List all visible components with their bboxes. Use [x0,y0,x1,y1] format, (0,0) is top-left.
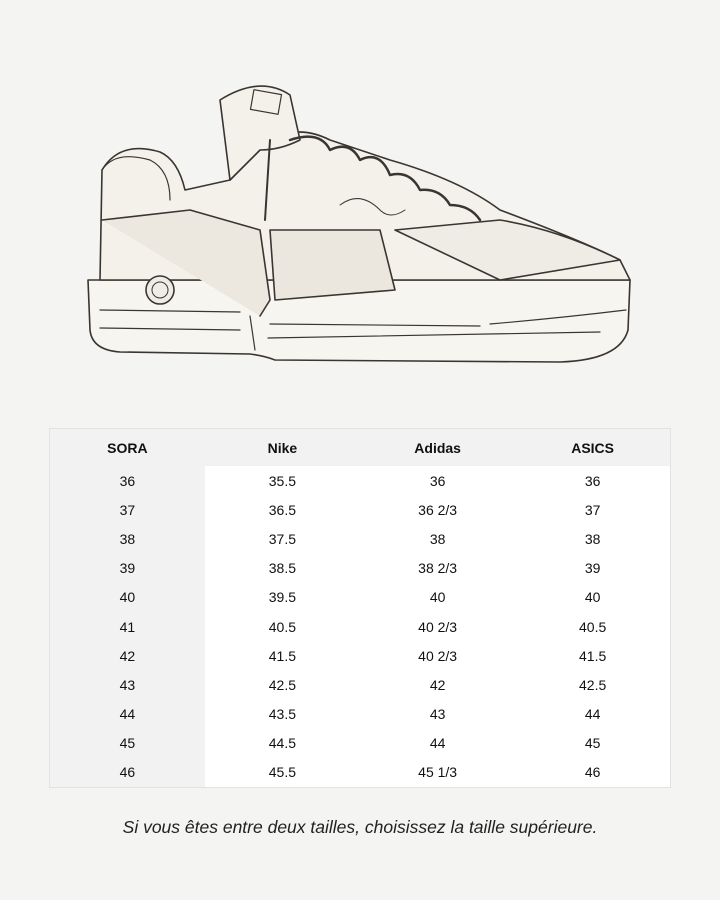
table-cell: 36 [429,472,446,489]
table-cell: 39 [584,560,601,577]
table-cell: 42 [429,676,446,693]
table-cell: 36 [49,466,205,496]
table-cell: 46 [49,757,205,788]
table-cell: 43.5 [268,706,296,723]
table-cell: 42 [49,641,205,671]
table-cell: 40 2/3 [418,618,458,635]
table-header-row: SORA Nike Adidas ASICS [49,428,671,466]
table-cell: 37 [584,501,601,518]
table-cell: 41.5 [268,647,296,664]
table-cell: 42.5 [579,676,607,693]
sizing-note: Si vous êtes entre deux tailles, choisis… [122,817,598,837]
table-cell: 45 1/3 [418,764,458,781]
table-row: 36 35.5 36 36 [49,466,671,496]
table-cell: 38 [584,530,601,547]
table-cell: 40 [584,589,601,606]
sneaker-sole [87,279,631,363]
table-row: 45 44.5 44 45 [49,728,671,758]
table-cell: 44 [429,735,446,752]
table-row: 39 38.5 38 2/3 39 [49,553,671,583]
table-cell: 41 [49,611,205,642]
table-row: 42 41.5 40 2/3 41.5 [49,641,671,671]
table-row: 41 40.5 40 2/3 40.5 [49,611,671,642]
table-cell: 45 [584,735,601,752]
header-asics: ASICS [515,428,671,466]
logo-badge [145,275,175,305]
table-cell: 36.5 [268,501,296,518]
size-conversion-table: SORA Nike Adidas ASICS 36 35.5 36 36 37 36.5 3… [49,428,671,789]
table-cell: 42.5 [268,676,296,693]
table-cell: 40.5 [268,618,296,635]
table-cell: 40 2/3 [418,647,458,664]
sneaker-illustration [87,85,631,363]
table-cell: 46 [584,764,601,781]
header-sora: SORA [49,428,205,466]
table-cell: 38 [49,524,205,554]
table-cell: 44 [584,706,601,723]
table-row: 38 37.5 38 38 [49,524,671,554]
table-cell: 35.5 [268,472,296,489]
table-cell: 38 2/3 [418,560,458,577]
table-cell: 38 [429,530,446,547]
table-cell: 37 [49,495,205,525]
table-cell: 39 [49,553,205,583]
table-cell: 43 [429,706,446,723]
table-cell: 36 2/3 [418,501,458,518]
table-cell: 45 [49,728,205,758]
table-cell: 38.5 [268,560,296,577]
table-cell: 41.5 [579,647,607,664]
table-row: 44 43.5 43 44 [49,699,671,729]
table-cell: 40 [429,589,446,606]
table-cell: 40.5 [579,618,607,635]
table-cell: 44.5 [268,735,296,752]
table-cell: 44 [49,699,205,729]
table-cell: 39.5 [268,589,296,606]
table-cell: 43 [49,670,205,700]
table-cell: 40 [49,582,205,612]
table-row: 37 36.5 36 2/3 37 [49,495,671,525]
table-row: 46 45.5 45 1/3 46 [49,757,671,788]
table-row: 40 39.5 40 40 [49,582,671,612]
header-adidas: Adidas [360,428,516,466]
table-cell: 37.5 [268,530,296,547]
table-cell: 45.5 [268,764,296,781]
table-row: 43 42.5 42 42.5 [49,670,671,700]
header-nike: Nike [204,428,360,466]
table-cell: 36 [584,472,601,489]
